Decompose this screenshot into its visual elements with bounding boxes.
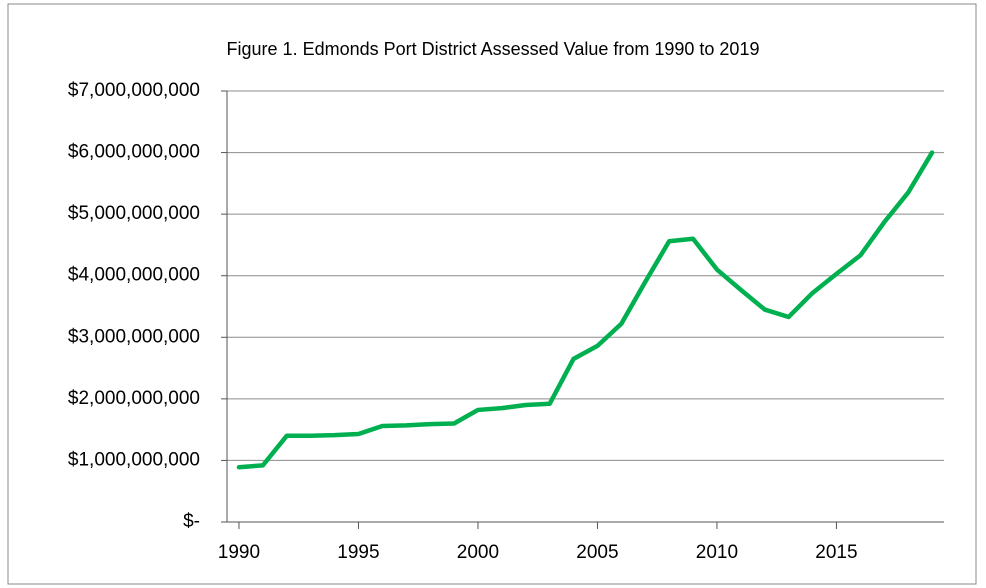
y-tick-label: $- — [183, 511, 200, 532]
x-tick-label: 1990 — [218, 542, 260, 563]
y-tick-label: $4,000,000,000 — [68, 265, 200, 286]
chart-title: Figure 1. Edmonds Port District Assessed… — [227, 39, 760, 59]
x-tick-label: 2005 — [576, 542, 618, 563]
y-tick-label: $5,000,000,000 — [68, 203, 200, 224]
x-tick-label: 2010 — [696, 542, 738, 563]
y-tick-label: $1,000,000,000 — [68, 449, 200, 470]
x-tick-label: 1995 — [337, 542, 379, 563]
y-tick-label: $3,000,000,000 — [68, 326, 200, 347]
y-tick-label: $6,000,000,000 — [68, 142, 200, 163]
x-tick-label: 2000 — [457, 542, 499, 563]
data-line — [236, 150, 935, 470]
y-tick-label: $7,000,000,000 — [68, 80, 200, 101]
y-tick-label: $2,000,000,000 — [68, 388, 200, 409]
x-tick-label: 2015 — [815, 542, 857, 563]
